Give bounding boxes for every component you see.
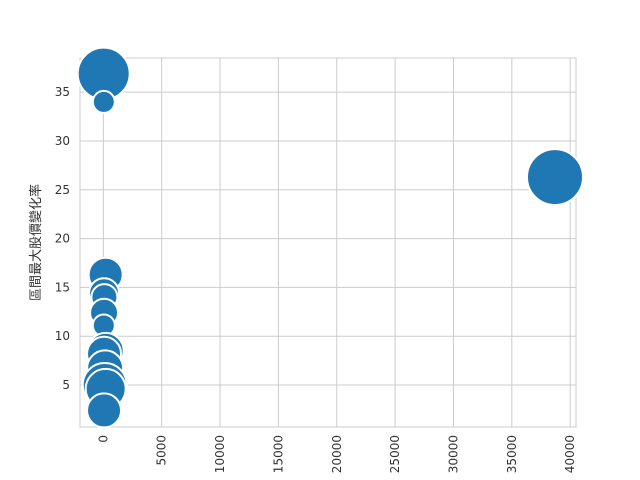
y-tick-label: 15 <box>55 280 70 294</box>
y-tick-label: 5 <box>62 378 70 392</box>
x-axis-ticks: 0 5000 10000 15000 20000 25000 30000 35000 40000 <box>96 435 577 473</box>
x-tick-label: 40000 <box>563 435 577 473</box>
y-tick-label: 30 <box>55 134 70 148</box>
x-tick-label: 30000 <box>446 435 460 473</box>
y-tick-label: 35 <box>55 85 70 99</box>
y-tick-label: 10 <box>55 329 70 343</box>
x-tick-label: 0 <box>96 435 110 443</box>
data-point-0 <box>525 148 584 207</box>
x-tick-label: 20000 <box>330 435 344 473</box>
x-tick-label: 15000 <box>271 435 285 473</box>
points-layer <box>76 46 584 429</box>
y-tick-label: 25 <box>55 183 70 197</box>
y-tick-label: 20 <box>55 232 70 246</box>
x-tick-label: 5000 <box>155 435 169 466</box>
data-point-2 <box>91 89 116 114</box>
y-axis-ticks: 5 10 15 20 25 30 35 <box>55 85 70 392</box>
y-axis-title: 區間最大股價變化率 <box>28 184 44 301</box>
grid <box>80 58 576 427</box>
x-tick-label: 10000 <box>213 435 227 473</box>
plot-frame <box>79 57 577 428</box>
x-tick-label: 25000 <box>388 435 402 473</box>
x-tick-label: 35000 <box>505 435 519 473</box>
data-point-13 <box>86 392 123 429</box>
